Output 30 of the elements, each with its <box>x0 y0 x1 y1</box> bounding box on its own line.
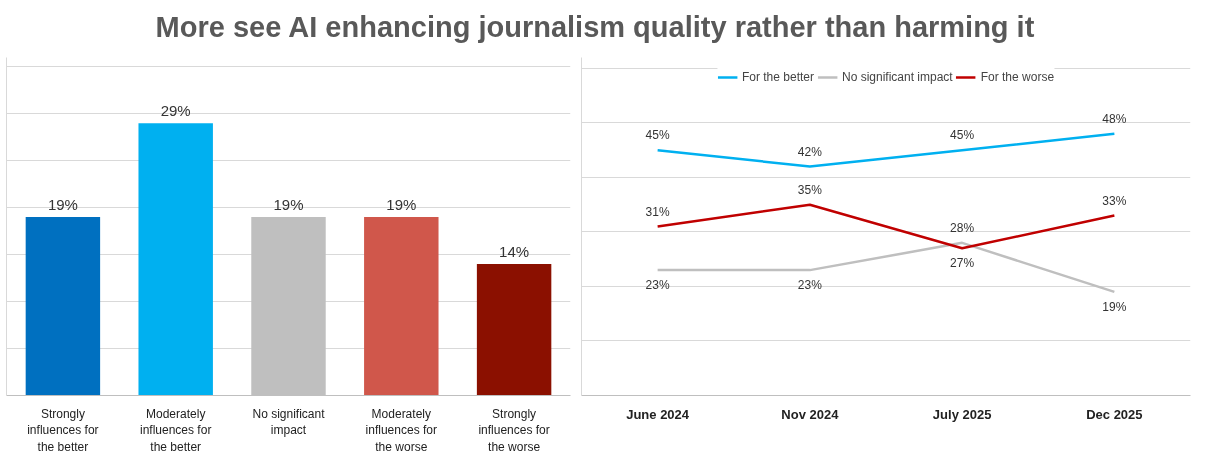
x-tick-label: July 2025 <box>932 406 992 422</box>
data-label: 35% <box>797 182 823 197</box>
data-label: 27% <box>950 256 975 271</box>
data-label: 33% <box>1102 193 1127 208</box>
chart-title: More see AI enhancing journalism quality rather than harming it <box>155 10 1035 43</box>
x-tick-label: Moderately influences for the worse <box>365 406 437 455</box>
data-label: 45% <box>645 128 670 143</box>
data-label: 45% <box>950 128 975 143</box>
data-label: 48% <box>1102 111 1127 126</box>
x-tick-label: Dec 2025 <box>1086 406 1143 422</box>
legend-label: For the worse <box>980 70 1055 84</box>
data-label: 19% <box>1102 299 1127 314</box>
x-tick-label: Strongly influences for the better <box>27 406 99 455</box>
data-label: 23% <box>797 278 823 293</box>
data-label: 23% <box>645 278 670 293</box>
data-label: 42% <box>797 144 823 159</box>
legend-label: For the better <box>741 70 814 84</box>
x-tick-label: June 2024 <box>626 406 690 422</box>
x-tick-label: Nov 2024 <box>781 406 840 422</box>
x-tick-label: Strongly influences for the worse <box>478 406 550 455</box>
legend-label: No significant impact <box>841 70 953 84</box>
x-tick-label: No significant impact <box>252 406 326 438</box>
data-label: 28% <box>950 220 975 235</box>
data-label: 19% <box>47 196 78 214</box>
data-label: 19% <box>386 196 417 214</box>
data-label: 31% <box>645 204 670 219</box>
data-label: 19% <box>273 196 304 214</box>
data-label: 29% <box>160 102 191 120</box>
x-tick-label: Moderately influences for the better <box>140 406 212 455</box>
data-label: 14% <box>499 243 530 261</box>
